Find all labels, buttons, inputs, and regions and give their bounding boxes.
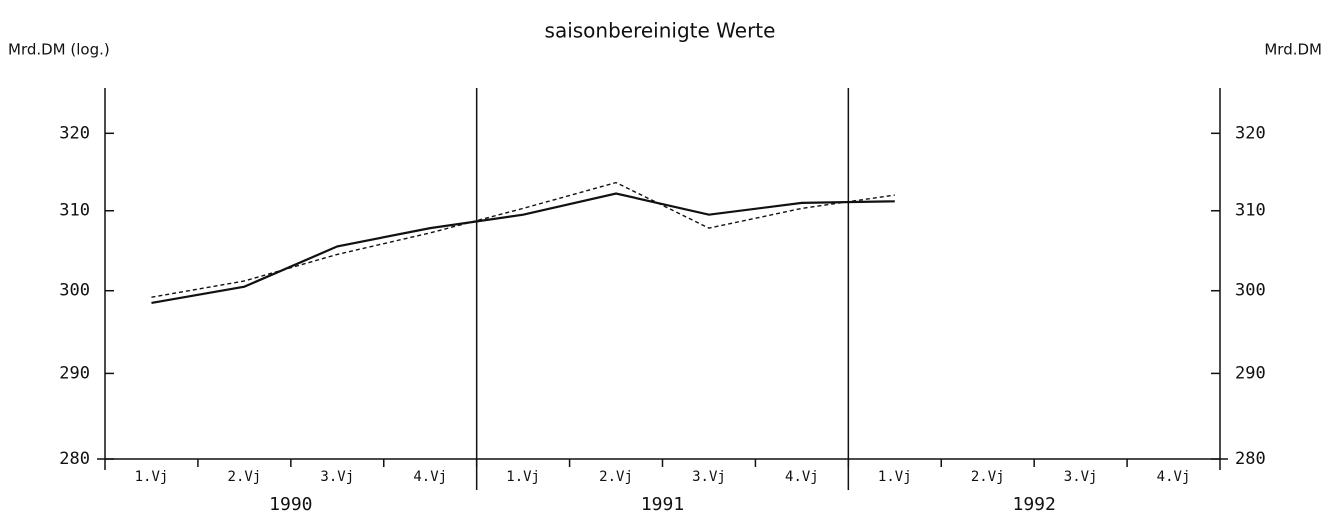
x-tick-label: 2.Vj <box>971 469 1005 485</box>
x-tick-label: 4.Vj <box>413 469 447 485</box>
x-tick-label: 1.Vj <box>135 469 169 485</box>
chart-title: saisonbereinigte Werte <box>545 19 776 43</box>
group-label: 1990 <box>269 494 312 515</box>
y2-axis-label: Mrd.DM <box>1264 41 1322 59</box>
line-series <box>151 192 895 305</box>
x-tick-label: 1.Vj <box>506 469 540 485</box>
y-tick-label: 290 <box>59 363 90 383</box>
x-tick-label: 2.Vj <box>228 469 262 485</box>
y-tick-label: 310 <box>59 201 90 221</box>
group-label: 1991 <box>641 494 684 515</box>
x-tick-label: 3.Vj <box>692 469 726 485</box>
y2-tick-label: 310 <box>1235 201 1266 221</box>
x-tick-label: 4.Vj <box>1157 469 1191 485</box>
y-axis-label: Mrd.DM (log.) <box>8 41 110 59</box>
y-tick-label: 320 <box>59 123 90 143</box>
x-tick-label: 3.Vj <box>320 469 354 485</box>
x-tick-label: 3.Vj <box>1064 469 1098 485</box>
x-tick-label: 1.Vj <box>878 469 912 485</box>
x-tick-label: 4.Vj <box>785 469 819 485</box>
y2-tick-label: 300 <box>1235 281 1266 301</box>
x-tick-label: 2.Vj <box>599 469 633 485</box>
y-tick-label: 300 <box>59 281 90 301</box>
group-label: 1992 <box>1012 494 1055 515</box>
y2-tick-label: 280 <box>1235 449 1266 469</box>
y2-tick-label: 290 <box>1235 363 1266 383</box>
line-series <box>151 181 895 298</box>
y-tick-label: 280 <box>59 449 90 469</box>
y2-tick-label: 320 <box>1235 123 1266 143</box>
